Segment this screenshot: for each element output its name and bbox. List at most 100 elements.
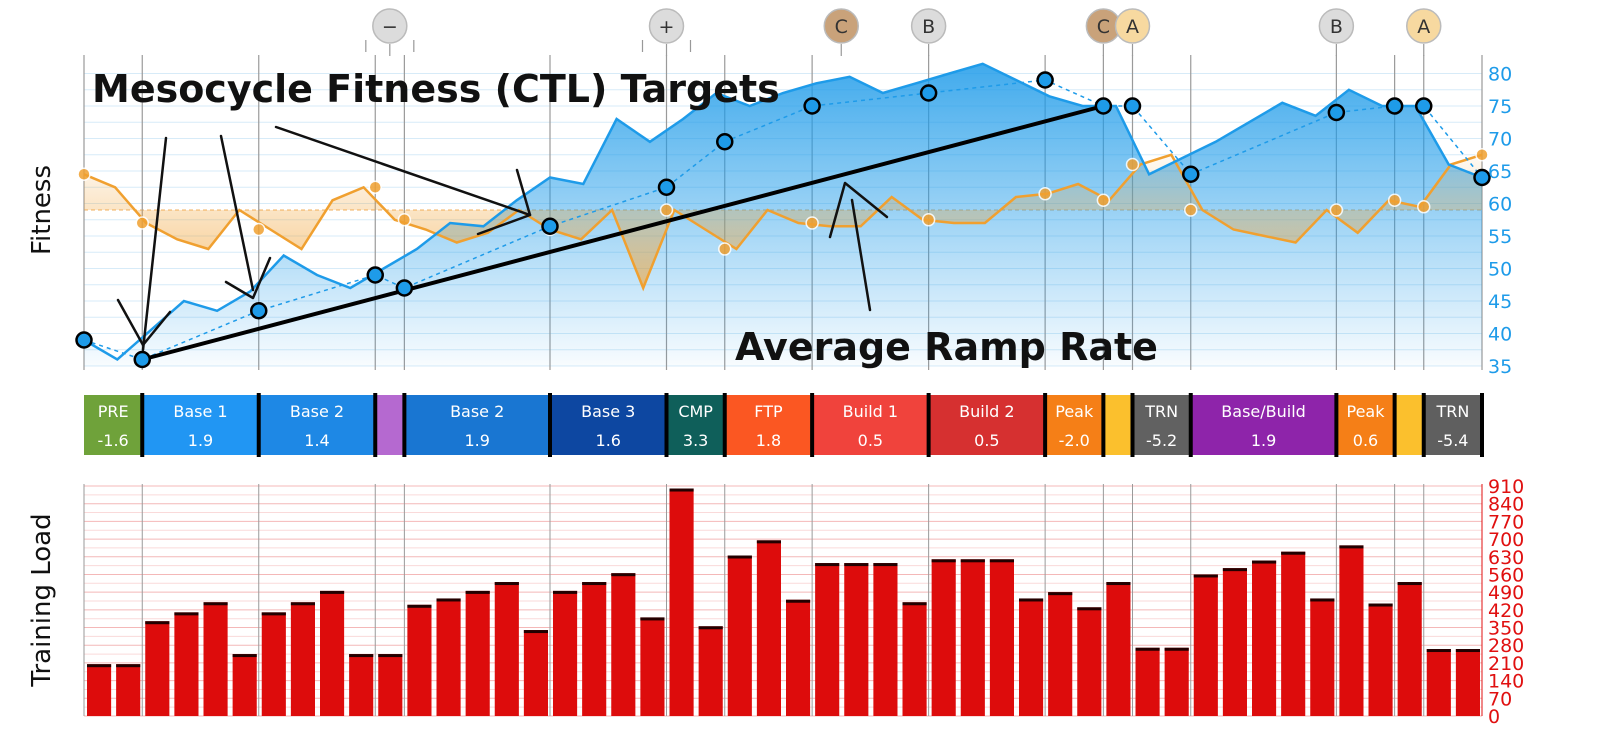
event-badge <box>1114 8 1151 44</box>
ctl-target-marker <box>1094 97 1113 115</box>
event-markers: − + C B C A B A <box>365 8 1442 56</box>
fitness-tick-label: 65 <box>1488 161 1512 183</box>
load-bar <box>1397 582 1422 716</box>
phase-block <box>84 395 143 455</box>
phase-block <box>258 395 376 455</box>
load-bar-cap <box>203 602 228 606</box>
load-bar <box>1222 568 1247 716</box>
load-bar <box>553 590 578 716</box>
phase-name: TRN <box>1144 402 1178 421</box>
phase-ramp-value: 1.4 <box>304 431 329 450</box>
phase-block <box>404 395 550 455</box>
load-bar-cap <box>87 664 112 668</box>
fitness-tick-label: 80 <box>1488 64 1512 86</box>
fitness-tick-label: 40 <box>1488 324 1512 346</box>
load-bar-cap <box>640 617 665 621</box>
load-bar <box>698 626 723 716</box>
phase-name: FTP <box>754 402 783 421</box>
load-bar-cap <box>320 590 345 594</box>
load-bar <box>611 573 636 716</box>
load-bar <box>87 664 112 716</box>
load-bar-cap <box>727 555 752 559</box>
ctl-target-marker <box>657 178 676 196</box>
phase-separator <box>1421 393 1426 457</box>
fitness-tick-label: 75 <box>1488 96 1512 118</box>
load-bar <box>960 559 985 716</box>
load-tick-label: 280 <box>1488 635 1524 657</box>
load-bar <box>320 590 345 716</box>
form-marker <box>1417 200 1431 214</box>
ctl-target-marker <box>716 133 734 151</box>
load-bar-cap <box>1193 574 1218 578</box>
load-bar <box>1019 598 1044 716</box>
form-marker <box>1329 203 1344 217</box>
load-bar <box>465 590 490 716</box>
form-marker <box>1096 193 1111 207</box>
form-marker <box>718 242 732 256</box>
load-bar-cap <box>989 559 1014 563</box>
phase-block <box>1336 395 1395 455</box>
load-tick-label: 140 <box>1488 671 1524 693</box>
ctl-target-marker <box>919 84 938 102</box>
load-bar-cap <box>436 598 461 602</box>
load-bar-cap <box>669 488 694 492</box>
ctl-target-marker <box>133 350 151 369</box>
phase-name: TRN <box>1435 402 1469 421</box>
load-bar-cap <box>261 612 286 616</box>
load-bar <box>1106 582 1131 716</box>
phase-block <box>666 395 725 455</box>
phase-name: Build 2 <box>959 402 1014 421</box>
ctl-target-marker <box>1385 97 1404 115</box>
load-bar <box>815 563 840 716</box>
form-marker <box>368 180 382 194</box>
phase-separator <box>140 393 145 457</box>
event-badge <box>1318 8 1355 44</box>
form-marker <box>1038 187 1052 201</box>
load-bar <box>174 612 199 716</box>
load-bar-cap <box>698 626 723 630</box>
load-tick-label: 70 <box>1488 688 1512 710</box>
phase-separator <box>1101 393 1106 457</box>
load-bar-cap <box>756 540 781 544</box>
load-bar <box>902 602 927 716</box>
load-tick-label: 560 <box>1488 564 1524 586</box>
ctl-target-marker <box>1123 97 1142 115</box>
load-bar-cap <box>232 654 257 658</box>
load-bar <box>1252 560 1277 716</box>
load-bar-cap <box>902 602 927 606</box>
annotation-arrow <box>224 256 272 300</box>
ctl-target-marker <box>250 302 268 320</box>
load-bar-cap <box>1397 582 1422 586</box>
load-bar <box>931 559 956 716</box>
load-axis-title: Training Load <box>27 513 57 687</box>
event-label: A <box>1126 16 1139 38</box>
event-label: A <box>1417 16 1430 38</box>
phase-ramp-value: 1.9 <box>464 431 489 450</box>
fitness-y-ticks: 35 40 45 50 55 60 65 70 75 80 <box>1488 64 1512 379</box>
load-bar-cap <box>844 563 869 567</box>
training-load-panel: 070140210280350420490560630700770840910 … <box>27 476 1524 728</box>
ctl-target-markers <box>75 71 1491 369</box>
load-bar <box>756 540 781 716</box>
phase-name: Peak <box>1055 402 1094 421</box>
average-ramp-rate-line <box>141 104 1104 362</box>
phase-ramp-value: -1.6 <box>98 431 129 450</box>
phase-block <box>928 395 1046 455</box>
ctl-target-marker <box>1182 165 1200 183</box>
phase-separator <box>926 393 931 457</box>
load-bar-cap <box>145 621 170 625</box>
annotation-arrow <box>828 181 889 239</box>
phase-name: Peak <box>1347 402 1386 421</box>
load-bar-cap <box>960 559 985 563</box>
load-bar-cap <box>1222 568 1247 572</box>
load-gridlines <box>84 485 1482 717</box>
load-bar-cap <box>116 664 141 668</box>
load-bar-cap <box>174 612 199 616</box>
event-badge <box>910 8 947 44</box>
load-bar <box>494 582 519 716</box>
phase-separator <box>810 393 815 457</box>
phase-name: Build 1 <box>843 402 898 421</box>
load-bar <box>1077 607 1102 716</box>
